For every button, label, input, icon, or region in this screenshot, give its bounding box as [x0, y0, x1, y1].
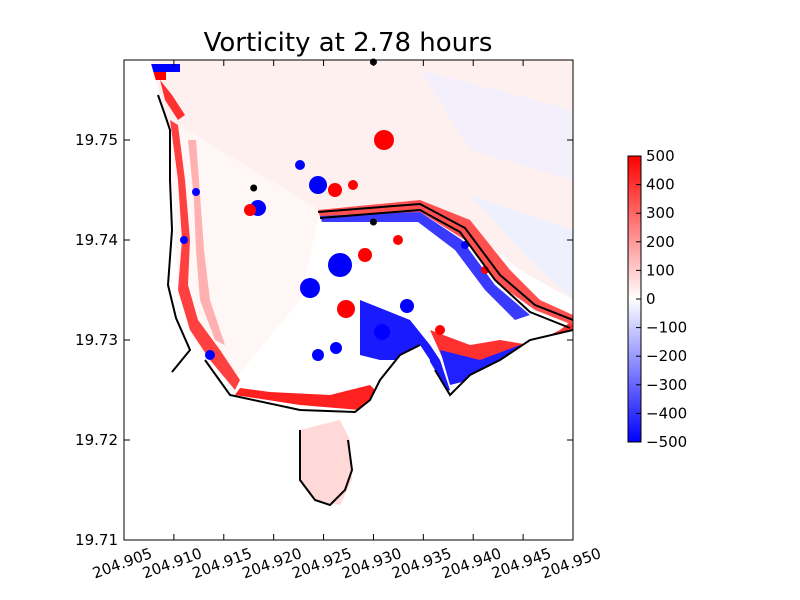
eddy-blue — [330, 342, 342, 354]
colorbar-tick-label: 500 — [646, 147, 675, 165]
y-tick-label: 19.74 — [75, 231, 118, 249]
y-tick-label: 19.75 — [75, 131, 118, 149]
plot-area — [123, 58, 574, 541]
eddy-red — [393, 235, 403, 245]
vorticity-field — [124, 60, 573, 540]
offshore-blue-zone — [470, 195, 573, 300]
corner-red-patch — [152, 72, 166, 80]
eddy-red — [374, 130, 394, 150]
colorbar-tick-label: 400 — [646, 176, 675, 194]
eddy-blue — [192, 188, 200, 196]
plot-frame — [123, 59, 574, 541]
eddy-blue — [400, 299, 414, 313]
chart-title: Vorticity at 2.78 hours — [204, 28, 493, 58]
eddy-blue — [309, 176, 327, 194]
y-tick-label: 19.73 — [75, 331, 118, 349]
corner-red-strip — [160, 80, 185, 120]
land-region — [124, 60, 573, 540]
south-coast-red-band — [235, 385, 380, 410]
colorbar-ticks: 500 400 300 200 100 0 −100 −200 −300 −400 −500 — [636, 147, 687, 451]
west-coast-red-band — [170, 120, 240, 390]
colorbar-tick-label: 300 — [646, 204, 675, 222]
eddy-red — [435, 325, 445, 335]
coastline-west — [157, 94, 192, 373]
eddy-red — [358, 248, 372, 262]
y-tick-label: 19.71 — [75, 531, 118, 549]
eddy-blue — [374, 324, 390, 340]
coastline — [157, 94, 573, 507]
breakwater-inner — [319, 208, 571, 329]
channel-fill — [300, 420, 352, 505]
eddy-blue — [300, 278, 320, 298]
coastline-east-harbor — [434, 329, 573, 397]
marker-point — [369, 218, 377, 226]
offshore-streaks — [420, 70, 573, 180]
eddy-blue — [205, 350, 215, 360]
colorbar-tick-label: 100 — [646, 261, 675, 279]
y-tick-label: 19.72 — [75, 431, 118, 449]
colorbar-tick-label: −500 — [646, 433, 687, 451]
coastline-channel — [299, 430, 354, 507]
marker-point — [250, 184, 258, 192]
colorbar-tick-label: −400 — [646, 404, 687, 422]
eddy-blue — [312, 349, 324, 361]
coastline-south — [204, 344, 421, 414]
colorbar-tick-label: 0 — [646, 290, 656, 308]
eddy-red — [328, 183, 342, 197]
harbor-peninsula — [380, 345, 430, 410]
eddy-red — [337, 300, 355, 318]
east-harbor-blue — [440, 345, 520, 385]
eddy-blue — [328, 253, 352, 277]
breakwater-blue-edge — [320, 212, 530, 320]
colorbar: 500 400 300 200 100 0 −100 −200 −300 −400 −500 — [627, 147, 687, 451]
eddy-red — [348, 180, 358, 190]
eddy-red — [244, 204, 256, 216]
colorbar-tick-label: −100 — [646, 319, 687, 337]
y-axis: 19.71 19.72 19.73 19.74 19.75 — [75, 131, 573, 549]
colorbar-tick-label: −200 — [646, 347, 687, 365]
breakwater-outer — [317, 202, 573, 321]
colorbar-tick-label: 200 — [646, 233, 675, 251]
eddy-blue — [295, 160, 305, 170]
eddy-blue — [180, 236, 188, 244]
corner-blue-patch — [150, 64, 180, 72]
colorbar-tick-label: −300 — [646, 376, 687, 394]
